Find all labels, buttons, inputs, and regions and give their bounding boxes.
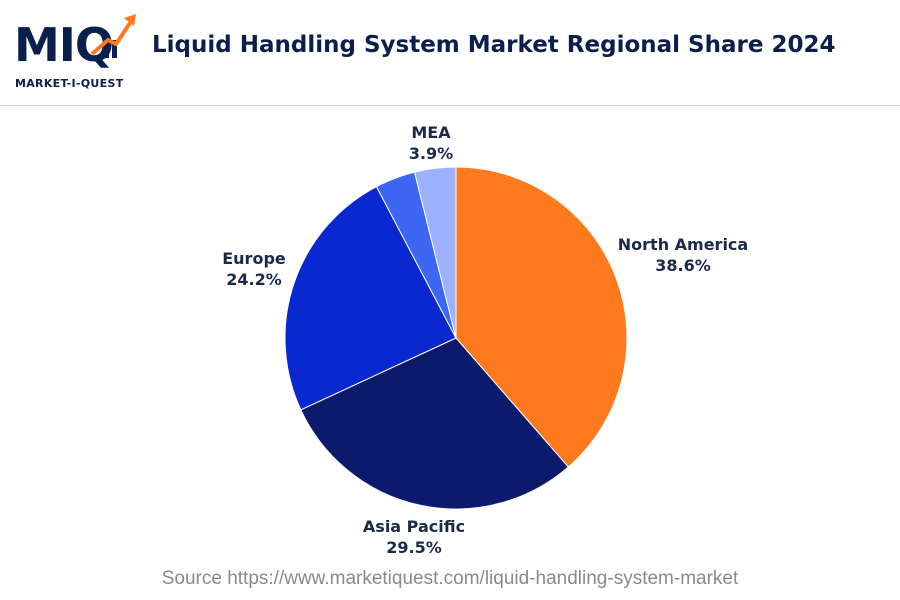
logo-tagline: MARKET-I-QUEST bbox=[15, 77, 124, 90]
slice-value-north-america: 38.6% bbox=[655, 256, 711, 275]
header-divider bbox=[0, 105, 900, 106]
slice-value-mea: 3.9% bbox=[409, 144, 453, 163]
slice-value-europe: 24.2% bbox=[226, 270, 282, 289]
slice-label-mea: MEA bbox=[411, 123, 451, 142]
pie-slice-north-america bbox=[455, 166, 628, 468]
logo-wordmark: MIQ bbox=[14, 18, 114, 72]
growth-arrow-icon bbox=[90, 14, 136, 58]
brand-logo: MIQ MARKET-I-QUEST bbox=[14, 10, 144, 92]
pie-slice-europe bbox=[284, 185, 457, 411]
pie-slice-mea bbox=[413, 166, 457, 339]
slice-value-asia-pacific: 29.5% bbox=[386, 538, 442, 557]
slice-label-europe: Europe bbox=[222, 249, 286, 268]
pie-slice-asia-pacific bbox=[300, 337, 569, 510]
pie-chart: North America 38.6% Asia Pacific 29.5% Europ… bbox=[222, 123, 748, 557]
slice-label-asia-pacific: Asia Pacific bbox=[363, 517, 465, 536]
source-text: Source https://www.marketiquest.com/liqu… bbox=[161, 568, 739, 589]
header: MIQ MARKET-I-QUEST Liquid Handling Syste… bbox=[0, 0, 900, 106]
slice-label-north-america: North America bbox=[618, 235, 748, 254]
chart-title: Liquid Handling System Market Regional S… bbox=[152, 32, 836, 58]
